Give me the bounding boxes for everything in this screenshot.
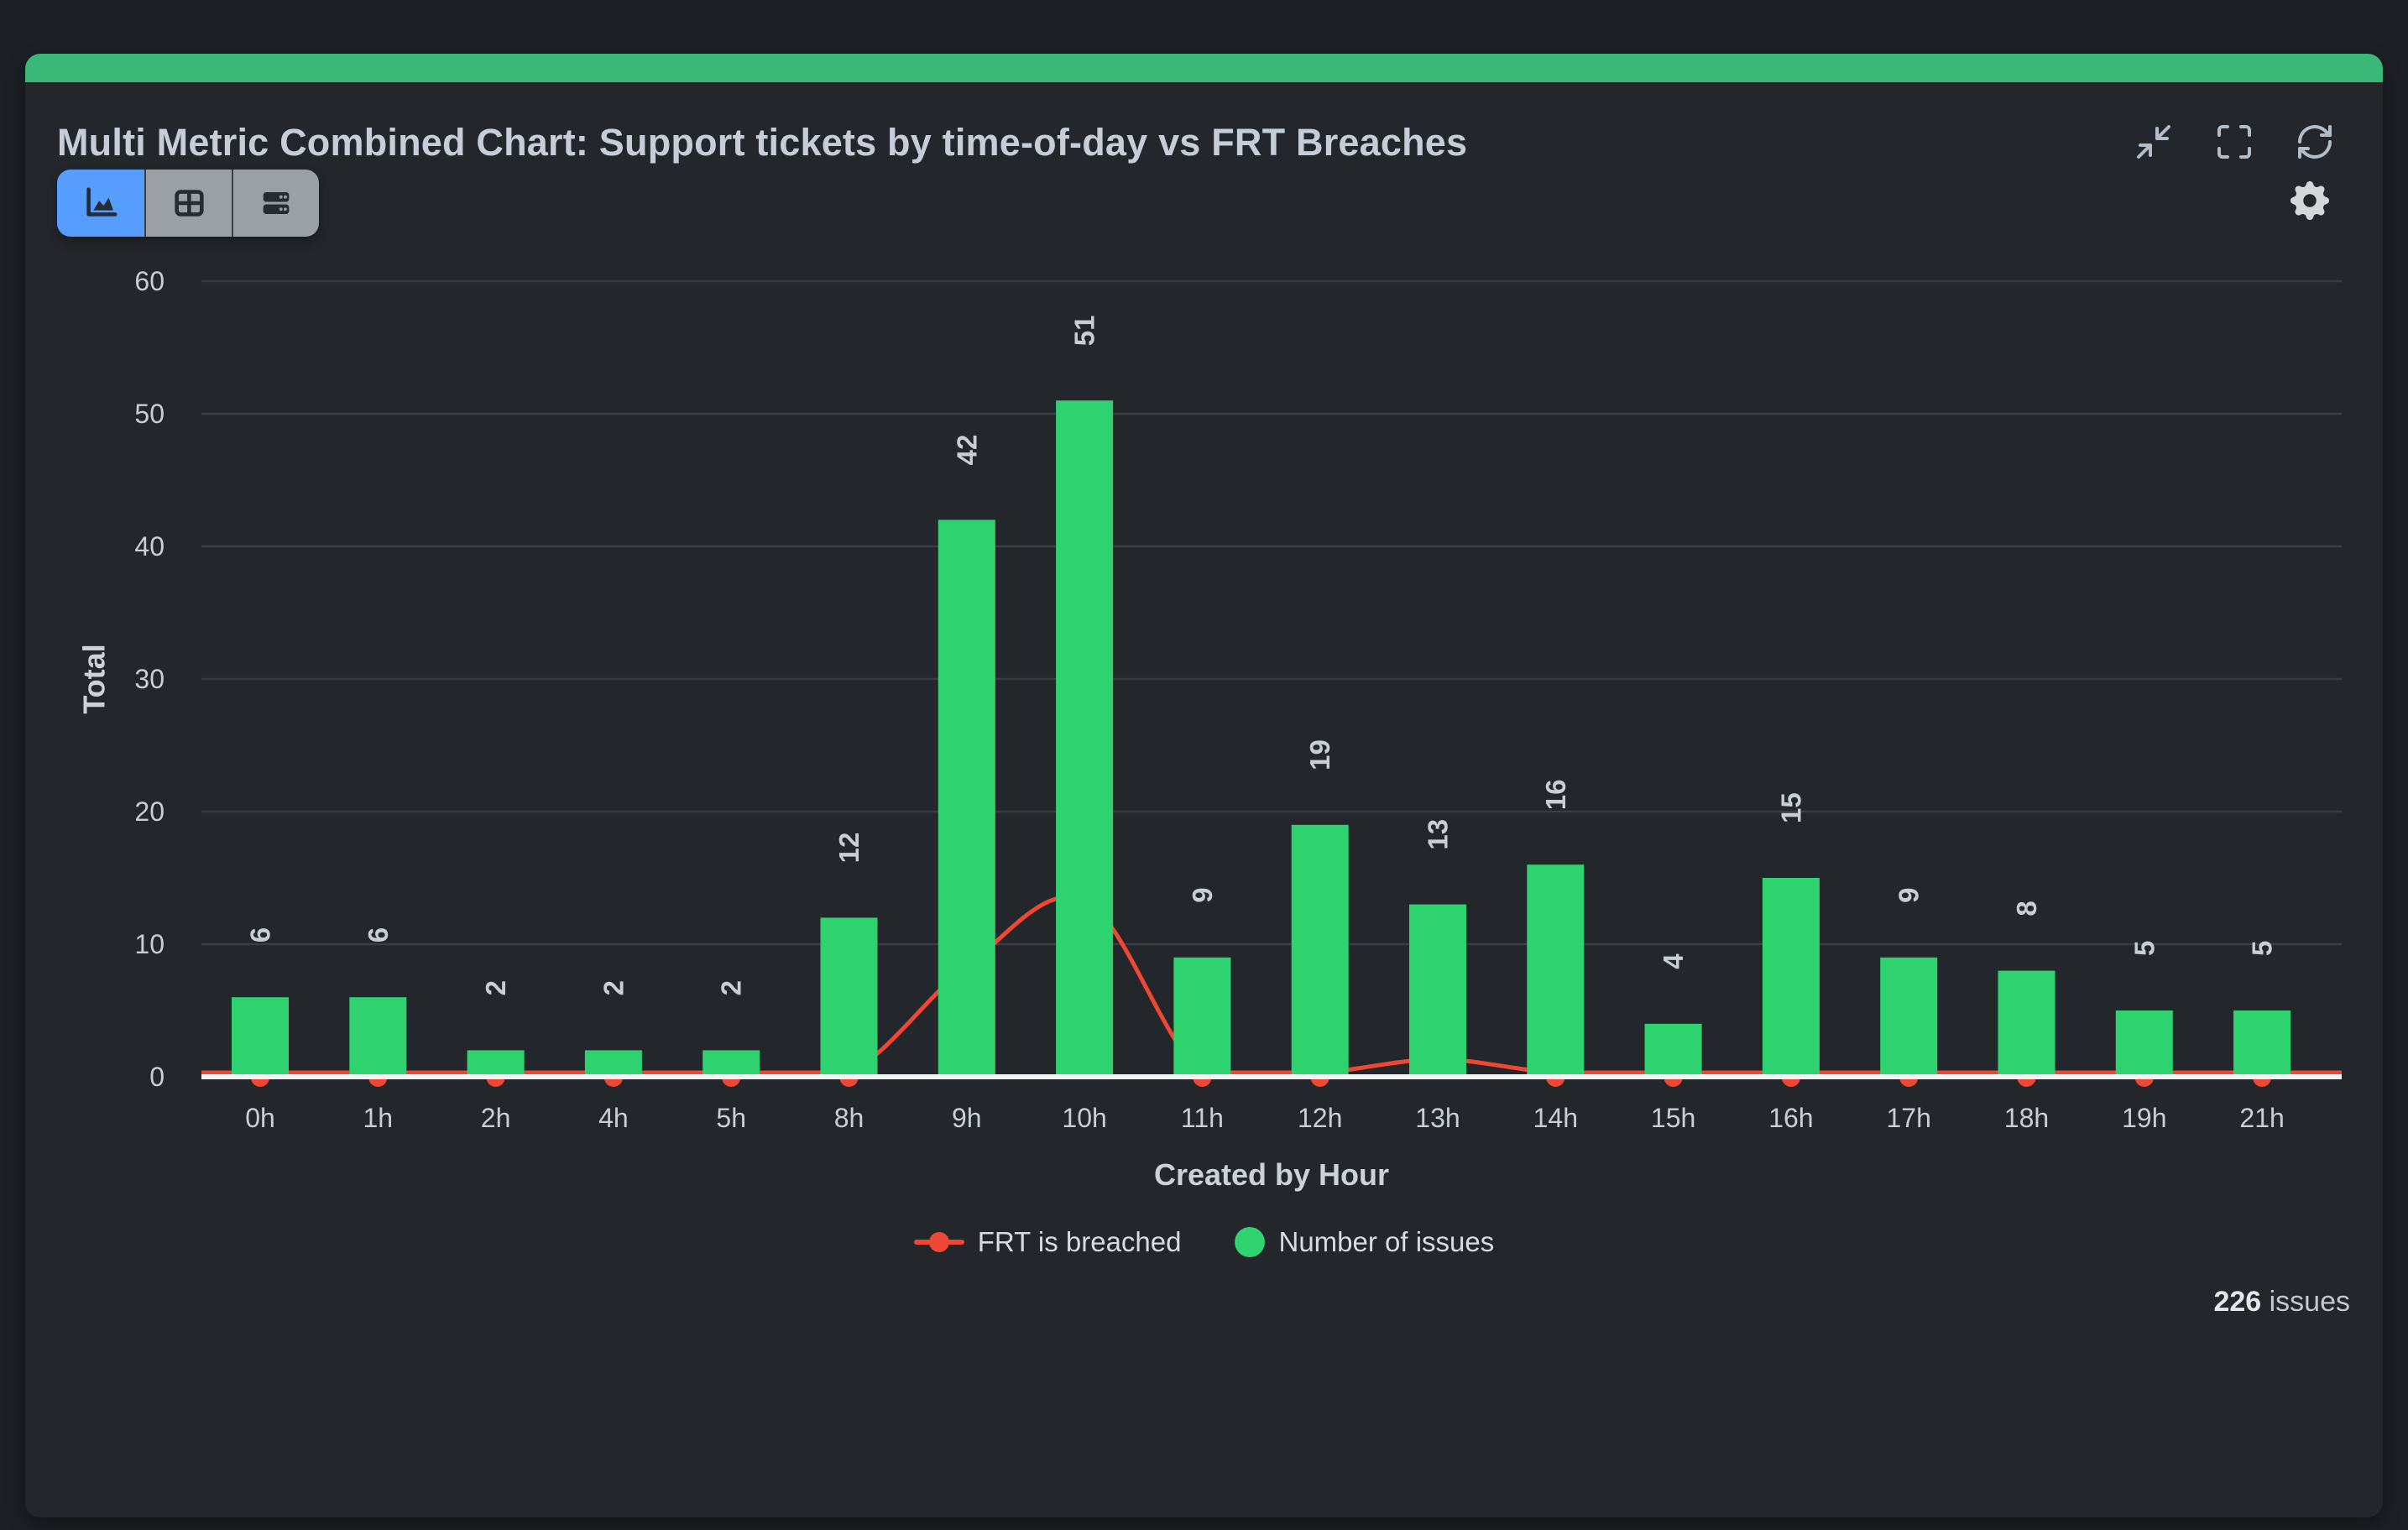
- x-tick-label: 0h: [245, 1103, 275, 1133]
- x-tick-label: 14h: [1533, 1103, 1578, 1133]
- x-tick-label: 17h: [1887, 1103, 1931, 1133]
- issue-count-unit: issues: [2269, 1286, 2350, 1318]
- x-tick-label: 2h: [481, 1103, 511, 1133]
- x-tick-label: 1h: [363, 1103, 394, 1133]
- gear-icon[interactable]: [2290, 181, 2329, 220]
- y-tick-label: 30: [134, 664, 165, 694]
- x-axis-title: Created by Hour: [1154, 1157, 1389, 1192]
- fullscreen-icon[interactable]: [2213, 121, 2255, 163]
- dot-marker-icon: [1235, 1227, 1266, 1257]
- line-marker-icon: [913, 1227, 964, 1257]
- legend-label: FRT is breached: [977, 1226, 1182, 1257]
- y-tick-label: 60: [134, 266, 165, 296]
- legend-item-frt-breached[interactable]: FRT is breached: [913, 1226, 1182, 1258]
- issue-count-value: 226: [2213, 1286, 2262, 1318]
- x-tick-label: 8h: [834, 1103, 864, 1133]
- y-tick-label: 50: [134, 399, 165, 429]
- issue-bar[interactable]: [1880, 957, 1938, 1077]
- bar-value-label: 8: [2011, 901, 2042, 916]
- bar-value-label: 13: [1423, 819, 1454, 850]
- y-tick-label: 10: [134, 929, 165, 959]
- view-chart-button[interactable]: [57, 170, 144, 237]
- bar-value-label: 4: [1658, 953, 1689, 969]
- issue-bar[interactable]: [349, 997, 407, 1077]
- combo-chart[interactable]: 0 10 20 30 40 50 60 0h 1h 2h 4h 5h 8h 9h 10h 11h 12h 13h 1…: [25, 54, 2383, 1517]
- bar-value-label: 6: [363, 927, 394, 943]
- table-icon: [175, 190, 204, 217]
- bar-value-label: 2: [716, 980, 747, 995]
- view-toggle-group: [57, 170, 319, 237]
- issue-bar[interactable]: [467, 1050, 525, 1077]
- chart-card: Multi Metric Combined Chart: Support tic…: [25, 54, 2383, 1517]
- bar-value-label: 16: [1540, 779, 1571, 810]
- window-controls: [2133, 121, 2336, 163]
- issue-bar[interactable]: [232, 997, 289, 1077]
- issue-bar[interactable]: [1644, 1023, 1702, 1077]
- chart-legend: FRT is breached Number of issues: [25, 1225, 2383, 1259]
- issue-bar[interactable]: [2233, 1010, 2291, 1077]
- x-tick-label: 11h: [1181, 1103, 1224, 1133]
- bar-value-label: 51: [1069, 315, 1100, 346]
- x-tick-label: 21h: [2239, 1103, 2284, 1133]
- page-title: Multi Metric Combined Chart: Support tic…: [57, 121, 1468, 164]
- bar-value-label: 9: [1187, 887, 1218, 902]
- refresh-icon[interactable]: [2294, 121, 2336, 163]
- legend-item-number-of-issues[interactable]: Number of issues: [1235, 1226, 1494, 1258]
- y-axis-title: Total: [77, 644, 112, 713]
- x-tick-label: 12h: [1298, 1103, 1342, 1133]
- x-tick-label: 9h: [952, 1103, 982, 1133]
- view-rows-button[interactable]: [232, 170, 319, 237]
- x-tick-label: 16h: [1768, 1103, 1813, 1133]
- x-axis-line: [201, 1074, 2342, 1079]
- bar-value-label: 42: [951, 435, 982, 466]
- issue-bar[interactable]: [1762, 878, 1820, 1077]
- minimize-icon[interactable]: [2133, 121, 2175, 163]
- issue-bar[interactable]: [1527, 864, 1585, 1077]
- view-table-button[interactable]: [144, 170, 232, 237]
- x-tick-label: 13h: [1415, 1103, 1460, 1133]
- bar-value-label: 5: [2129, 941, 2160, 956]
- bar-value-label: 2: [598, 980, 629, 995]
- y-tick-label: 20: [134, 796, 165, 827]
- issue-bar[interactable]: [703, 1050, 760, 1077]
- rows-icon: [263, 191, 290, 215]
- area-chart-icon: [86, 187, 118, 217]
- bar-value-label: 12: [833, 833, 864, 864]
- card-accent-strip: [25, 54, 2383, 82]
- x-tick-label: 5h: [716, 1103, 746, 1133]
- legend-label: Number of issues: [1278, 1226, 1495, 1257]
- issue-bar[interactable]: [584, 1050, 642, 1077]
- x-tick-label: 4h: [598, 1103, 629, 1133]
- issue-bar[interactable]: [938, 520, 995, 1077]
- bar-value-label: 19: [1304, 739, 1335, 770]
- issue-count: 226 issues: [2213, 1286, 2350, 1319]
- issue-bar[interactable]: [820, 917, 878, 1077]
- bar-value-label: 5: [2247, 941, 2278, 956]
- x-tick-label: 15h: [1651, 1103, 1695, 1133]
- issue-bar[interactable]: [1291, 824, 1349, 1077]
- x-tick-label: 19h: [2122, 1103, 2166, 1133]
- issue-bar[interactable]: [1056, 400, 1114, 1077]
- bar-value-label: 2: [480, 980, 511, 995]
- issue-bar[interactable]: [1409, 904, 1466, 1077]
- y-tick-label: 40: [134, 531, 165, 561]
- issue-bar[interactable]: [1173, 957, 1231, 1077]
- bar-value-label: 6: [245, 927, 276, 943]
- issue-bar[interactable]: [1998, 970, 2055, 1077]
- y-tick-label: 0: [149, 1062, 165, 1092]
- bar-value-label: 15: [1775, 792, 1806, 823]
- issue-bar[interactable]: [2115, 1010, 2173, 1077]
- x-tick-label: 18h: [2004, 1103, 2049, 1133]
- x-tick-label: 10h: [1062, 1103, 1106, 1133]
- bar-value-label: 9: [1893, 887, 1925, 902]
